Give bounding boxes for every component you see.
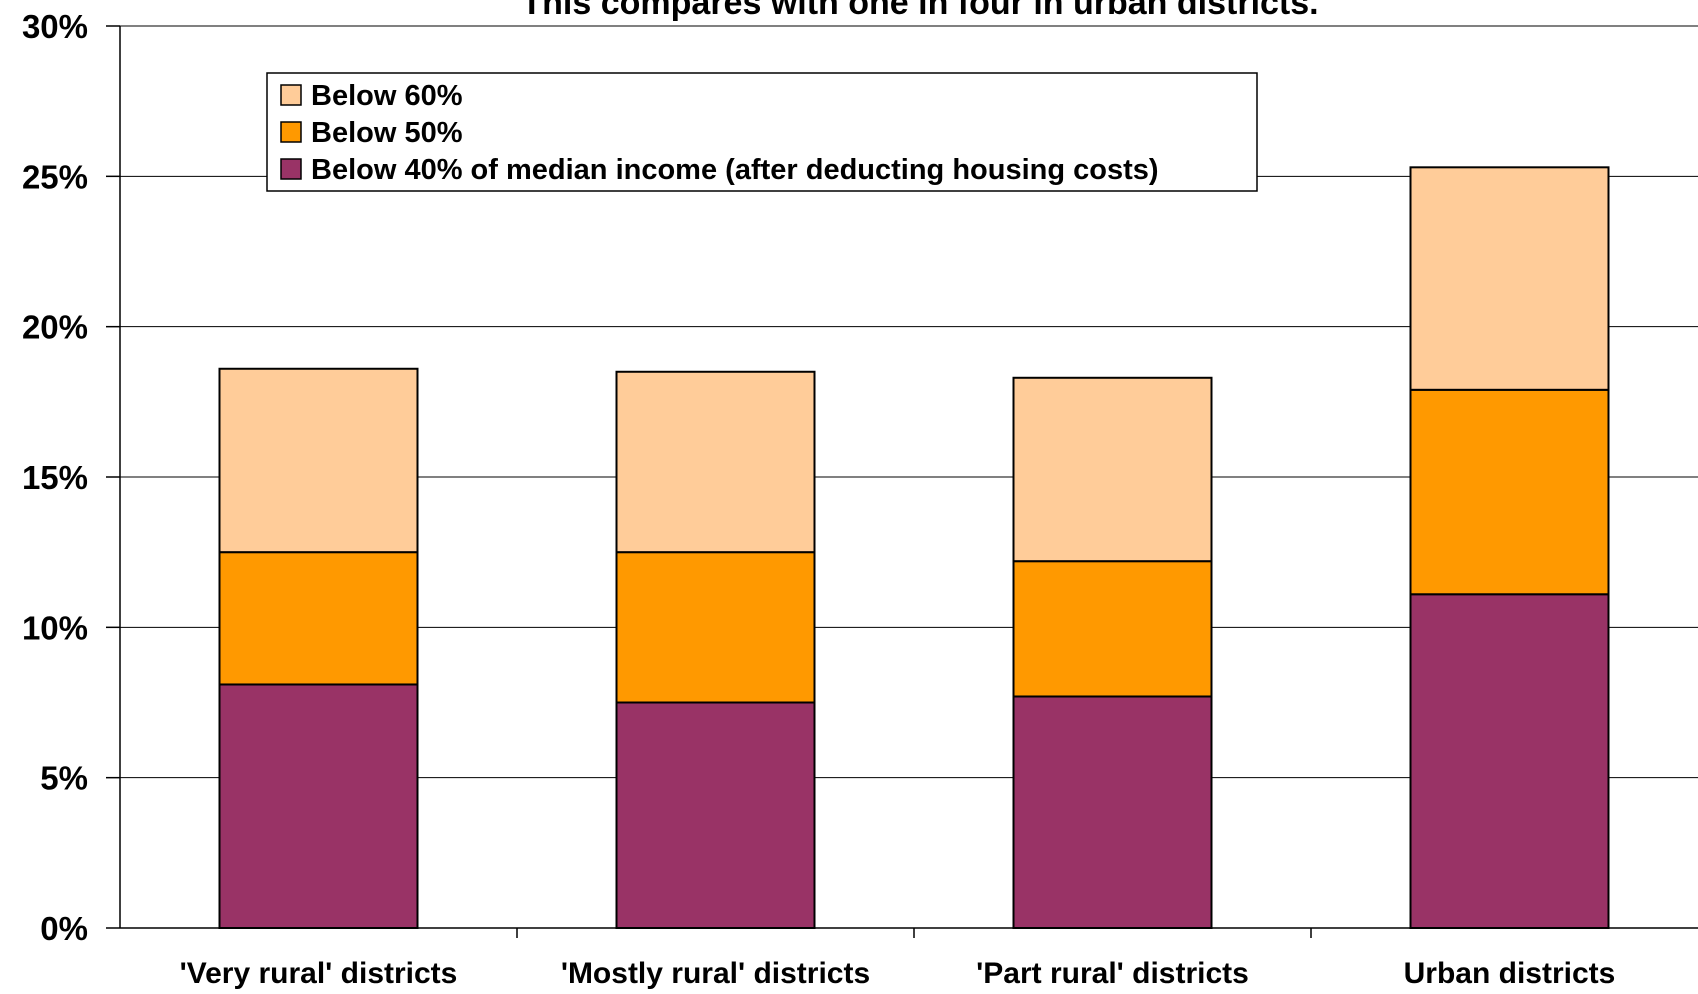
axes xyxy=(106,25,1698,938)
bar-segment xyxy=(615,551,816,704)
y-tick-label: 30% xyxy=(22,8,88,45)
legend-box xyxy=(266,72,1258,192)
bar-segment xyxy=(218,551,419,686)
bar-segment xyxy=(218,683,419,930)
bar-segment xyxy=(218,367,419,554)
chart-title: This compares with one in four in urban … xyxy=(521,0,1318,22)
x-tick-label: 'Part rural' districts xyxy=(976,957,1249,989)
x-tick-label: 'Mostly rural' districts xyxy=(561,957,870,989)
y-tick-label: 10% xyxy=(22,609,88,646)
y-tick-label: 25% xyxy=(22,158,88,195)
legend-label: Below 60% xyxy=(311,80,463,112)
bar-segment xyxy=(1012,376,1213,563)
bar-segment xyxy=(1012,695,1213,930)
bar-segment xyxy=(1012,560,1213,698)
bar-segment xyxy=(615,701,816,929)
legend-label: Below 50% xyxy=(311,117,463,149)
y-tick-label: 15% xyxy=(22,459,88,496)
x-tick-label: 'Very rural' districts xyxy=(180,957,458,989)
legend: Below 60% Below 50% Below 40% of median in… xyxy=(266,72,1258,192)
bar-segment xyxy=(1409,166,1610,391)
bars xyxy=(218,166,1610,930)
legend-swatch xyxy=(280,84,302,106)
bar-segment xyxy=(615,370,816,554)
x-tick-label: Urban districts xyxy=(1404,957,1616,989)
y-tick-label: 5% xyxy=(40,760,88,797)
legend-label: Below 40% of median income (after deduct… xyxy=(311,154,1159,186)
y-tick-label: 0% xyxy=(40,910,88,947)
bar-segment xyxy=(1409,593,1610,929)
axis-labels: 0% 5% 10% 15% 20% 25% 30% 'Very rural' district… xyxy=(22,8,1616,990)
legend-swatch xyxy=(280,121,302,143)
y-tick-label: 20% xyxy=(22,309,88,346)
bar-segment xyxy=(1409,388,1610,596)
legend-swatch xyxy=(280,158,302,180)
